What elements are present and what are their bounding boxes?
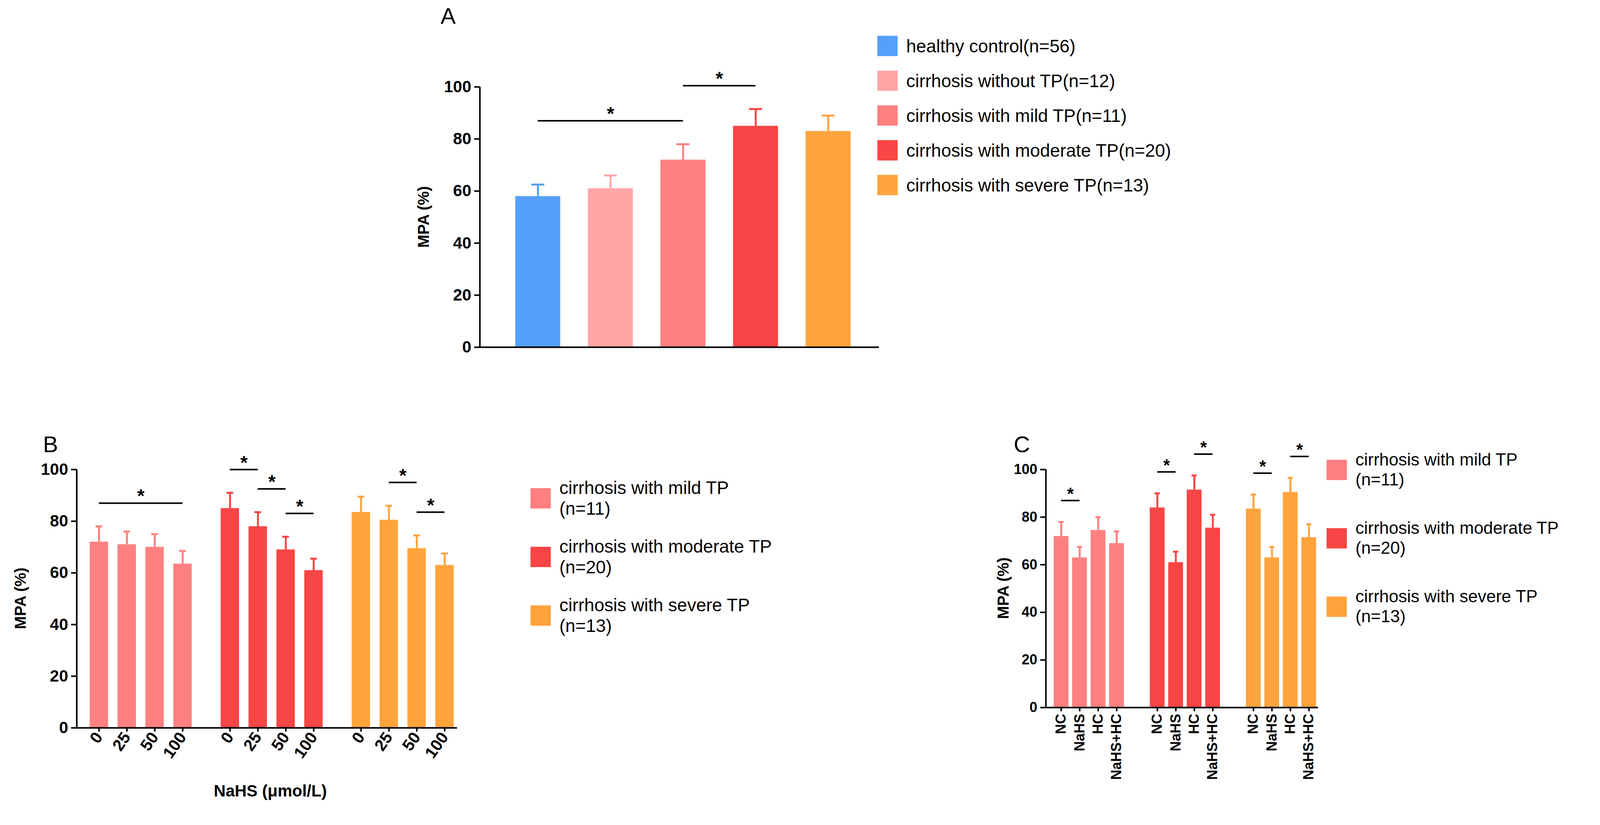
svg-text:20: 20 [50,666,69,685]
svg-text:0: 0 [58,717,68,737]
svg-text:50: 50 [398,728,424,754]
svg-text:*: * [240,451,248,473]
svg-text:*: * [296,495,304,517]
svg-text:NaHS+HC: NaHS+HC [1108,713,1125,780]
svg-text:0: 0 [216,728,238,747]
svg-text:HC: HC [1282,713,1299,734]
svg-text:NaHS+HC: NaHS+HC [1204,713,1221,780]
svg-text:0: 0 [85,728,107,747]
svg-text:25: 25 [239,728,265,754]
html-text:healthy control(n=56): healthy control(n=56) [906,35,1076,57]
html-text:A: A [440,3,456,29]
svg-text:40: 40 [1021,603,1038,620]
svg-text:NaHS: NaHS [1263,713,1280,752]
svg-text:60: 60 [1021,556,1038,573]
html-text:cirrhosis with mild TP(n=11): cirrhosis with mild TP(n=11) [906,105,1127,126]
svg-text:100: 100 [158,728,190,761]
svg-text:*: * [1200,437,1208,457]
svg-text:NaHS+HC: NaHS+HC [1300,713,1317,780]
svg-text:*: * [715,67,724,89]
svg-text:25: 25 [108,728,134,754]
svg-text:*: * [1163,455,1171,475]
svg-text:*: * [426,494,435,516]
html-text:(n=11): (n=11) [559,498,611,519]
svg-text:80: 80 [1021,508,1038,525]
svg-text:*: * [137,485,145,506]
svg-text:100: 100 [421,728,452,761]
svg-text:80: 80 [50,511,69,530]
svg-text:20: 20 [1021,651,1038,668]
html-text:cirrhosis without TP(n=12): cirrhosis without TP(n=12) [906,70,1116,91]
svg-text:*: * [268,471,276,492]
svg-text:*: * [1067,483,1075,504]
html-text:(n=20): (n=20) [1355,537,1406,558]
html-text:MPA (%): MPA (%) [11,567,29,629]
html-text:(n=20): (n=20) [559,556,612,577]
svg-text:NC: NC [1148,713,1165,734]
svg-text:NaHS: NaHS [1071,713,1088,752]
svg-text:0: 0 [1029,698,1038,715]
svg-text:*: * [1296,439,1304,459]
svg-text:HC: HC [1089,713,1106,734]
html-text:cirrhosis with severe TP: cirrhosis with severe TP [1355,586,1538,606]
html-text:cirrhosis with moderate TP: cirrhosis with moderate TP [1355,518,1559,538]
html-text:cirrhosis with moderate TP(n=2: cirrhosis with moderate TP(n=20) [906,140,1172,161]
html-text:(n=11): (n=11) [1355,469,1405,489]
svg-text:100: 100 [1013,460,1038,477]
html-text:cirrhosis with severe TP: cirrhosis with severe TP [559,594,750,615]
svg-text:50: 50 [136,728,162,754]
svg-text:50: 50 [267,728,293,754]
html-text:B: B [42,431,59,457]
html-text:MPA (%): MPA (%) [994,557,1012,619]
svg-text:NC: NC [1244,713,1261,734]
html-text:NaHS (μmol/L): NaHS (μmol/L) [213,781,327,800]
svg-text:100: 100 [290,728,322,761]
svg-text:*: * [1259,456,1267,476]
svg-text:40: 40 [50,614,69,634]
svg-text:NaHS: NaHS [1167,713,1184,752]
svg-text:60: 60 [453,181,472,200]
svg-text:20: 20 [453,285,472,304]
svg-text:25: 25 [370,728,397,754]
svg-text:100: 100 [443,77,472,96]
svg-text:HC: HC [1185,713,1202,734]
html-text:cirrhosis with mild TP: cirrhosis with mild TP [559,477,729,498]
svg-text:60: 60 [50,562,69,582]
svg-text:0: 0 [348,728,369,747]
html-text:C: C [1013,431,1031,457]
html-text:(n=13): (n=13) [559,615,612,636]
html-text:cirrhosis with moderate TP: cirrhosis with moderate TP [559,535,772,557]
svg-text:80: 80 [453,129,472,148]
svg-text:0: 0 [462,337,472,356]
html-text:(n=13): (n=13) [1355,606,1406,626]
svg-text:*: * [399,464,407,486]
html-text:cirrhosis with severe TP(n=13): cirrhosis with severe TP(n=13) [906,174,1150,196]
svg-text:40: 40 [453,233,472,252]
html-text:cirrhosis with mild TP: cirrhosis with mild TP [1355,449,1518,469]
svg-text:*: * [607,103,615,124]
html-text:MPA (%): MPA (%) [414,185,432,248]
svg-text:100: 100 [40,459,68,479]
svg-text:NC: NC [1052,713,1069,734]
